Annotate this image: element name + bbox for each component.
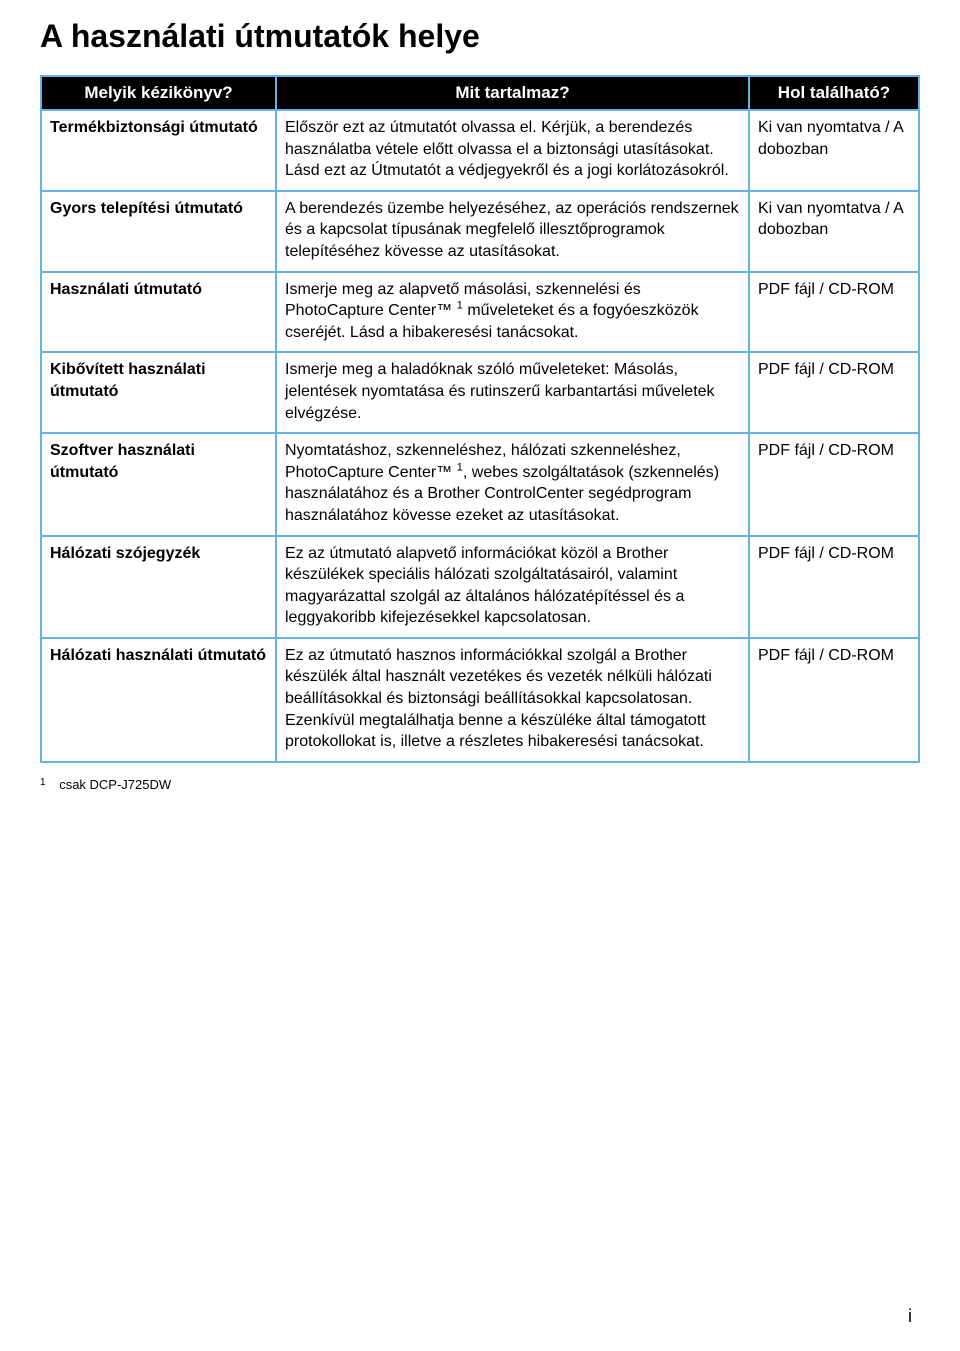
guide-desc: Ismerje meg az alapvető másolási, szkenn…: [276, 272, 749, 353]
table-row: Gyors telepítési útmutató A berendezés ü…: [41, 191, 919, 272]
table-header-row: Melyik kézikönyv? Mit tartalmaz? Hol tal…: [41, 76, 919, 110]
guide-name: Termékbiztonsági útmutató: [41, 110, 276, 191]
footnote: 1 csak DCP-J725DW: [40, 777, 920, 792]
col-header-which: Melyik kézikönyv?: [41, 76, 276, 110]
table-row: Hálózati használati útmutató Ez az útmut…: [41, 638, 919, 762]
guide-location: PDF fájl / CD-ROM: [749, 638, 919, 762]
guide-name: Hálózati használati útmutató: [41, 638, 276, 762]
guide-location: Ki van nyomtatva / A dobozban: [749, 191, 919, 272]
guides-table: Melyik kézikönyv? Mit tartalmaz? Hol tal…: [40, 75, 920, 763]
col-header-where: Hol található?: [749, 76, 919, 110]
guide-desc: Ismerje meg a haladóknak szóló műveletek…: [276, 352, 749, 433]
guide-desc: Ez az útmutató hasznos információkkal sz…: [276, 638, 749, 762]
guide-location: PDF fájl / CD-ROM: [749, 272, 919, 353]
table-row: Használati útmutató Ismerje meg az alapv…: [41, 272, 919, 353]
guide-desc: A berendezés üzembe helyezéséhez, az ope…: [276, 191, 749, 272]
table-row: Szoftver használati útmutató Nyomtatásho…: [41, 433, 919, 535]
guide-name: Szoftver használati útmutató: [41, 433, 276, 535]
table-row: Kibővített használati útmutató Ismerje m…: [41, 352, 919, 433]
guide-desc: Először ezt az útmutatót olvassa el. Kér…: [276, 110, 749, 191]
guide-location: Ki van nyomtatva / A dobozban: [749, 110, 919, 191]
guide-desc: Ez az útmutató alapvető információkat kö…: [276, 536, 749, 638]
page-title: A használati útmutatók helye: [40, 18, 920, 55]
footnote-number: 1: [40, 777, 46, 788]
table-row: Hálózati szójegyzék Ez az útmutató alapv…: [41, 536, 919, 638]
col-header-contains: Mit tartalmaz?: [276, 76, 749, 110]
footnote-text: csak DCP-J725DW: [59, 777, 171, 792]
guide-location: PDF fájl / CD-ROM: [749, 352, 919, 433]
guide-desc: Nyomtatáshoz, szkenneléshez, hálózati sz…: [276, 433, 749, 535]
guide-name: Gyors telepítési útmutató: [41, 191, 276, 272]
guide-location: PDF fájl / CD-ROM: [749, 536, 919, 638]
guide-name: Hálózati szójegyzék: [41, 536, 276, 638]
page-number: i: [908, 1306, 912, 1327]
guide-location: PDF fájl / CD-ROM: [749, 433, 919, 535]
guide-name: Használati útmutató: [41, 272, 276, 353]
document-page: A használati útmutatók helye Melyik kézi…: [0, 0, 960, 1351]
table-row: Termékbiztonsági útmutató Először ezt az…: [41, 110, 919, 191]
guide-name: Kibővített használati útmutató: [41, 352, 276, 433]
